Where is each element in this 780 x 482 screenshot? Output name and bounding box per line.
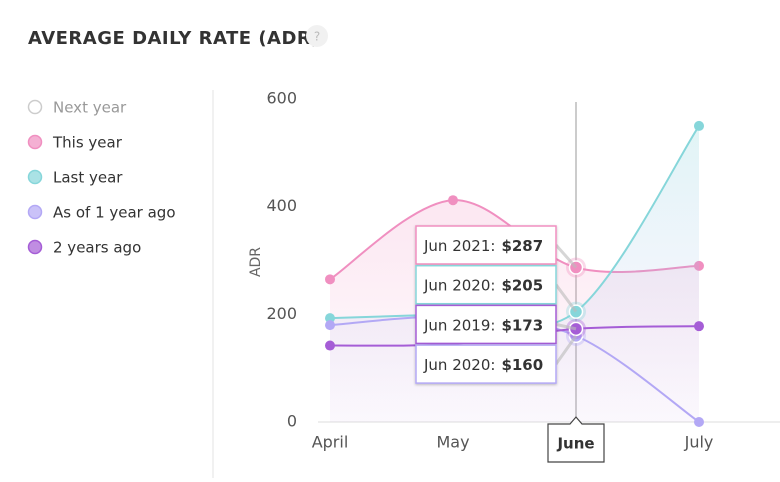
y-tick-label: 600 — [266, 89, 297, 108]
tooltip-connector — [554, 334, 578, 365]
point — [694, 120, 704, 131]
help-icon[interactable] — [306, 25, 328, 47]
y-tick-label: 200 — [266, 304, 297, 323]
legend-label[interactable]: This year — [52, 134, 123, 152]
point — [325, 320, 335, 331]
tooltip-text: Jun 2019: $173 — [423, 316, 543, 334]
tooltip-box — [415, 344, 557, 384]
point — [694, 417, 704, 427]
tooltip-label: Jun 2021: — [423, 237, 495, 255]
point — [325, 340, 335, 351]
point — [325, 274, 335, 285]
point — [694, 321, 704, 332]
y-tick-label: 400 — [266, 196, 297, 215]
help-text[interactable]: ? — [314, 30, 320, 44]
tooltip-label: Jun 2020: — [423, 356, 495, 374]
point — [325, 313, 335, 324]
tooltip-box — [415, 225, 557, 265]
tooltip-value: $160 — [501, 356, 543, 374]
tooltip-text: Jun 2021: $287 — [423, 237, 543, 255]
y-axis-label: ADR — [248, 247, 264, 277]
legend-label[interactable]: Last year — [53, 169, 123, 187]
legend-marker[interactable] — [27, 169, 43, 185]
tooltip-connector — [555, 322, 577, 331]
tooltip-text: Jun 2020: $205 — [423, 276, 543, 294]
legend-label[interactable]: 2 years ago — [53, 239, 141, 257]
tooltip-connector — [554, 283, 578, 313]
chart-title: AVERAGE DAILY RATE (ADR) — [28, 28, 320, 49]
y-tick-label: 0 — [287, 412, 297, 431]
legend-marker[interactable] — [27, 99, 43, 115]
tooltip-box — [415, 264, 557, 305]
x-tick-label: May — [436, 433, 469, 452]
legend-label[interactable]: Next year — [53, 99, 127, 117]
x-tick-label: June — [556, 435, 594, 453]
tooltip-value: $287 — [501, 237, 543, 255]
tooltip-value: $173 — [501, 316, 543, 334]
tooltip-box — [415, 304, 557, 345]
legend-marker[interactable] — [27, 134, 43, 150]
x-tick-label: July — [684, 433, 714, 452]
tooltip-label: Jun 2020: — [423, 276, 495, 294]
legend-label[interactable]: As of 1 year ago — [53, 204, 176, 222]
tooltip-connector — [554, 244, 578, 269]
highlight-box — [547, 416, 605, 463]
legend-marker[interactable] — [27, 239, 43, 255]
x-tick-label: April — [312, 433, 349, 452]
legend-marker[interactable] — [27, 204, 43, 220]
point — [448, 195, 458, 206]
tooltip-text: Jun 2020: $160 — [423, 356, 543, 374]
tooltip-label: Jun 2019: — [423, 316, 495, 334]
tooltip-value: $205 — [501, 276, 543, 294]
